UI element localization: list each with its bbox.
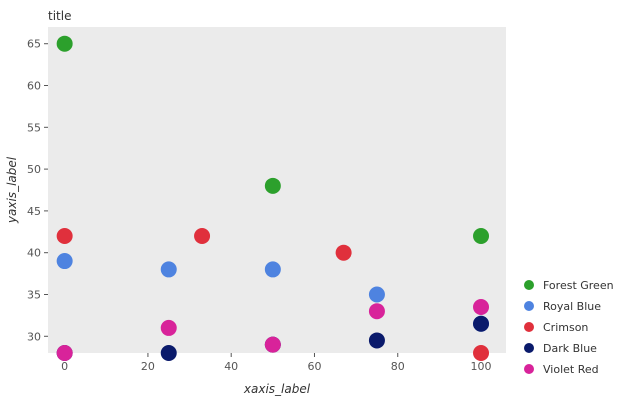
x-tick-label: 0 [61,360,68,373]
point-dark-blue [368,332,385,349]
point-crimson [473,345,490,361]
point-royal-blue [368,286,385,303]
point-violet-red [160,319,177,336]
point-forest-green [264,177,281,194]
point-royal-blue [264,261,281,278]
legend-marker-violet-red [524,364,534,374]
y-tick-label: 35 [27,288,41,301]
x-tick-label: 80 [391,360,405,373]
legend-marker-crimson [524,322,534,332]
x-axis-label: xaxis_label [243,382,311,396]
x-tick-label: 40 [224,360,238,373]
y-tick-label: 30 [27,330,41,343]
y-axis-ticks: 30 35 40 45 50 55 60 65 [27,38,48,343]
point-forest-green [473,227,490,244]
y-tick-label: 55 [27,121,41,134]
legend-label-crimson: Crimson [543,321,588,334]
point-dark-blue [160,345,177,361]
x-tick-label: 100 [471,360,492,373]
point-crimson [194,227,211,244]
chart-title: title [48,9,71,23]
legend-label-forest-green: Forest Green [543,279,614,292]
x-axis-ticks: 0 20 40 60 80 100 [61,353,492,373]
legend-label-royal-blue: Royal Blue [543,300,601,313]
x-tick-label: 60 [307,360,321,373]
legend-marker-forest-green [524,280,534,290]
point-royal-blue [160,261,177,278]
point-royal-blue [56,253,73,270]
legend: Forest Green Royal Blue Crimson Dark Blue Vi… [524,279,614,376]
data-points [56,35,490,361]
y-tick-label: 40 [27,247,41,260]
point-violet-red [473,299,490,316]
x-tick-label: 20 [141,360,155,373]
point-forest-green [56,35,73,52]
point-violet-red [264,336,281,353]
y-tick-label: 45 [27,205,41,218]
point-violet-red [368,303,385,320]
point-dark-blue [473,315,490,332]
legend-marker-royal-blue [524,301,534,311]
y-tick-label: 60 [27,80,41,93]
point-crimson [335,244,352,261]
point-crimson [56,227,73,244]
y-tick-label: 50 [27,163,41,176]
y-tick-label: 65 [27,38,41,51]
legend-label-violet-red: Violet Red [543,363,599,376]
legend-label-dark-blue: Dark Blue [543,342,597,355]
point-violet-red [56,345,73,361]
y-axis-label: yaxis_label [5,156,19,224]
legend-marker-dark-blue [524,343,534,353]
